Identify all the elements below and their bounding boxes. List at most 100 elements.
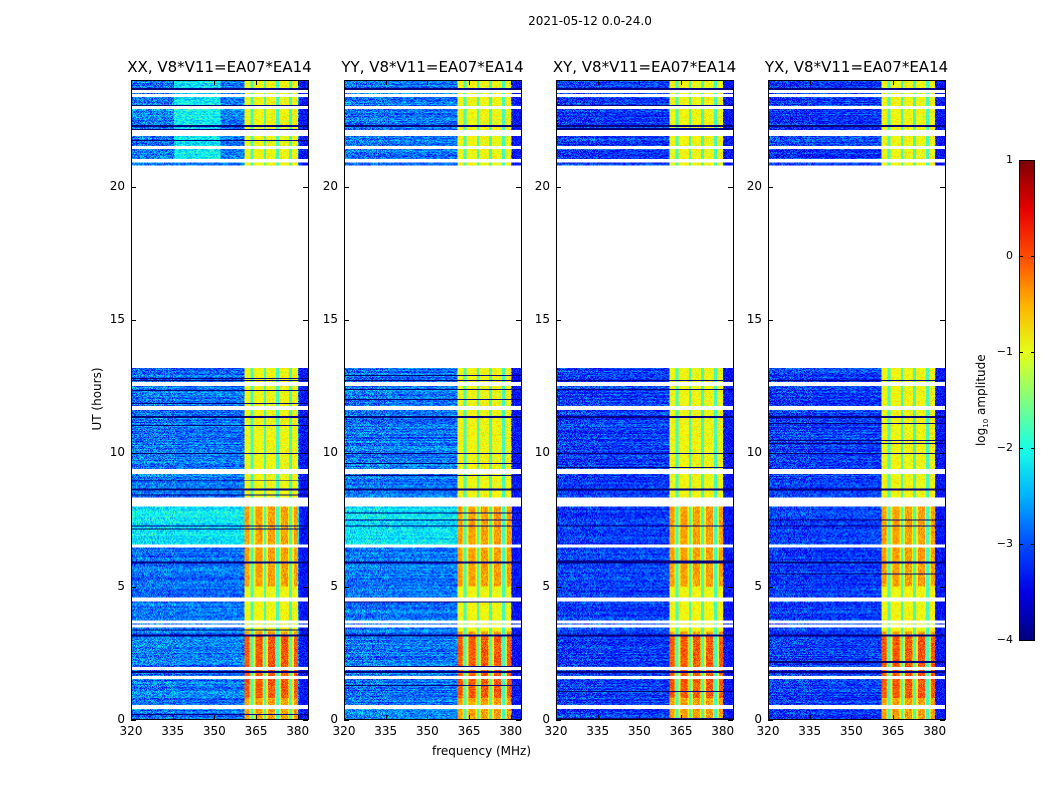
x-tick-label: 365 bbox=[881, 724, 905, 738]
x-tick-mark bbox=[768, 80, 769, 85]
colorbar-tick-mark bbox=[1031, 160, 1035, 161]
y-tick-mark bbox=[303, 320, 308, 321]
y-tick-mark bbox=[131, 186, 136, 188]
x-tick-mark bbox=[256, 80, 258, 85]
x-tick-label: 380 bbox=[499, 724, 523, 738]
x-tick-mark bbox=[597, 715, 599, 720]
x-tick-mark bbox=[893, 715, 895, 720]
x-tick-mark bbox=[851, 80, 853, 85]
y-tick-mark bbox=[556, 320, 561, 321]
y-tick-label: 0 bbox=[542, 712, 550, 726]
x-tick-label: 320 bbox=[119, 724, 143, 738]
x-tick-label: 365 bbox=[669, 724, 693, 738]
x-tick-label: 320 bbox=[756, 724, 780, 738]
y-tick-label: 15 bbox=[322, 312, 338, 326]
y-tick-mark bbox=[344, 186, 349, 188]
spectrogram-panel-xx bbox=[131, 80, 309, 720]
panel-title: XY, V8*V11=EA07*EA14 bbox=[552, 58, 737, 76]
x-tick-mark bbox=[934, 80, 936, 85]
y-tick-mark bbox=[556, 186, 561, 188]
x-tick-label: 365 bbox=[457, 724, 481, 738]
x-tick-mark bbox=[934, 715, 936, 720]
spectrogram-panel-xy bbox=[556, 80, 734, 720]
colorbar-tick-mark bbox=[1031, 640, 1035, 641]
figure-title: 2021-05-12 0.0-24.0 bbox=[528, 14, 652, 28]
x-tick-mark bbox=[851, 715, 853, 720]
y-tick-label: 15 bbox=[534, 312, 550, 326]
colorbar-tick-label: 0 bbox=[1006, 249, 1013, 262]
x-tick-label: 350 bbox=[202, 724, 226, 738]
y-tick-mark bbox=[344, 586, 349, 588]
y-tick-label: 5 bbox=[754, 578, 762, 593]
x-tick-label: 320 bbox=[544, 724, 568, 738]
colorbar-tick-mark bbox=[1019, 544, 1023, 545]
x-tick-mark bbox=[427, 715, 429, 720]
colorbar-tick-mark bbox=[1019, 160, 1023, 161]
y-tick-label: 5 bbox=[117, 578, 125, 593]
y-tick-label: 20 bbox=[322, 178, 338, 193]
y-tick-mark bbox=[131, 453, 136, 455]
y-tick-mark bbox=[768, 186, 773, 188]
spectrogram-image bbox=[557, 81, 733, 719]
colorbar-tick-mark bbox=[1019, 448, 1023, 449]
x-tick-mark bbox=[385, 715, 387, 720]
y-tick-label: 20 bbox=[746, 178, 762, 193]
x-tick-mark bbox=[344, 715, 345, 720]
y-tick-mark bbox=[940, 586, 945, 588]
x-tick-mark bbox=[385, 80, 387, 85]
x-tick-mark bbox=[809, 80, 811, 85]
x-tick-mark bbox=[681, 80, 683, 85]
x-tick-mark bbox=[510, 80, 512, 85]
x-tick-label: 335 bbox=[798, 724, 822, 738]
y-tick-mark bbox=[516, 720, 521, 721]
y-tick-mark bbox=[728, 453, 733, 455]
y-tick-mark bbox=[556, 720, 561, 721]
colorbar-tick-mark bbox=[1019, 352, 1023, 353]
x-tick-label: 335 bbox=[586, 724, 610, 738]
y-tick-mark bbox=[556, 586, 561, 588]
y-tick-mark bbox=[344, 720, 349, 721]
spectrogram-image bbox=[132, 81, 308, 719]
y-tick-label: 0 bbox=[117, 712, 125, 726]
x-tick-mark bbox=[469, 715, 471, 720]
colorbar-tick-label: −4 bbox=[996, 633, 1013, 646]
colorbar-tick-label: −3 bbox=[996, 537, 1013, 550]
x-tick-mark bbox=[297, 715, 299, 720]
x-tick-mark bbox=[344, 80, 345, 85]
x-tick-label: 335 bbox=[374, 724, 398, 738]
y-tick-mark bbox=[768, 720, 773, 721]
y-tick-mark bbox=[131, 720, 136, 721]
x-tick-mark bbox=[681, 715, 683, 720]
x-tick-mark bbox=[172, 715, 174, 720]
x-tick-mark bbox=[639, 80, 641, 85]
colorbar-label: log10 amplitude bbox=[973, 354, 991, 447]
x-tick-label: 350 bbox=[839, 724, 863, 738]
y-tick-mark bbox=[303, 586, 308, 588]
x-tick-mark bbox=[172, 80, 174, 85]
x-tick-mark bbox=[214, 715, 216, 720]
y-tick-mark bbox=[768, 586, 773, 588]
y-tick-mark bbox=[303, 720, 308, 721]
x-tick-mark bbox=[722, 715, 724, 720]
x-tick-mark bbox=[469, 80, 471, 85]
y-tick-label: 15 bbox=[746, 312, 762, 326]
spectrogram-panel-yy bbox=[344, 80, 522, 720]
x-tick-mark bbox=[639, 715, 641, 720]
x-tick-label: 335 bbox=[161, 724, 185, 738]
x-tick-mark bbox=[556, 80, 557, 85]
panel-title: YY, V8*V11=EA07*EA14 bbox=[341, 58, 524, 76]
y-tick-mark bbox=[940, 453, 945, 455]
colorbar bbox=[1019, 160, 1035, 641]
y-tick-mark bbox=[728, 320, 733, 321]
colorbar-tick-label: −2 bbox=[996, 441, 1013, 454]
y-tick-mark bbox=[303, 186, 308, 188]
y-tick-mark bbox=[516, 586, 521, 588]
colorbar-tick-mark bbox=[1031, 256, 1035, 257]
x-tick-mark bbox=[131, 80, 132, 85]
colorbar-tick-mark bbox=[1019, 256, 1023, 257]
y-tick-mark bbox=[303, 453, 308, 455]
y-tick-label: 0 bbox=[754, 712, 762, 726]
y-tick-mark bbox=[728, 586, 733, 588]
y-tick-mark bbox=[940, 720, 945, 721]
x-tick-mark bbox=[768, 715, 769, 720]
